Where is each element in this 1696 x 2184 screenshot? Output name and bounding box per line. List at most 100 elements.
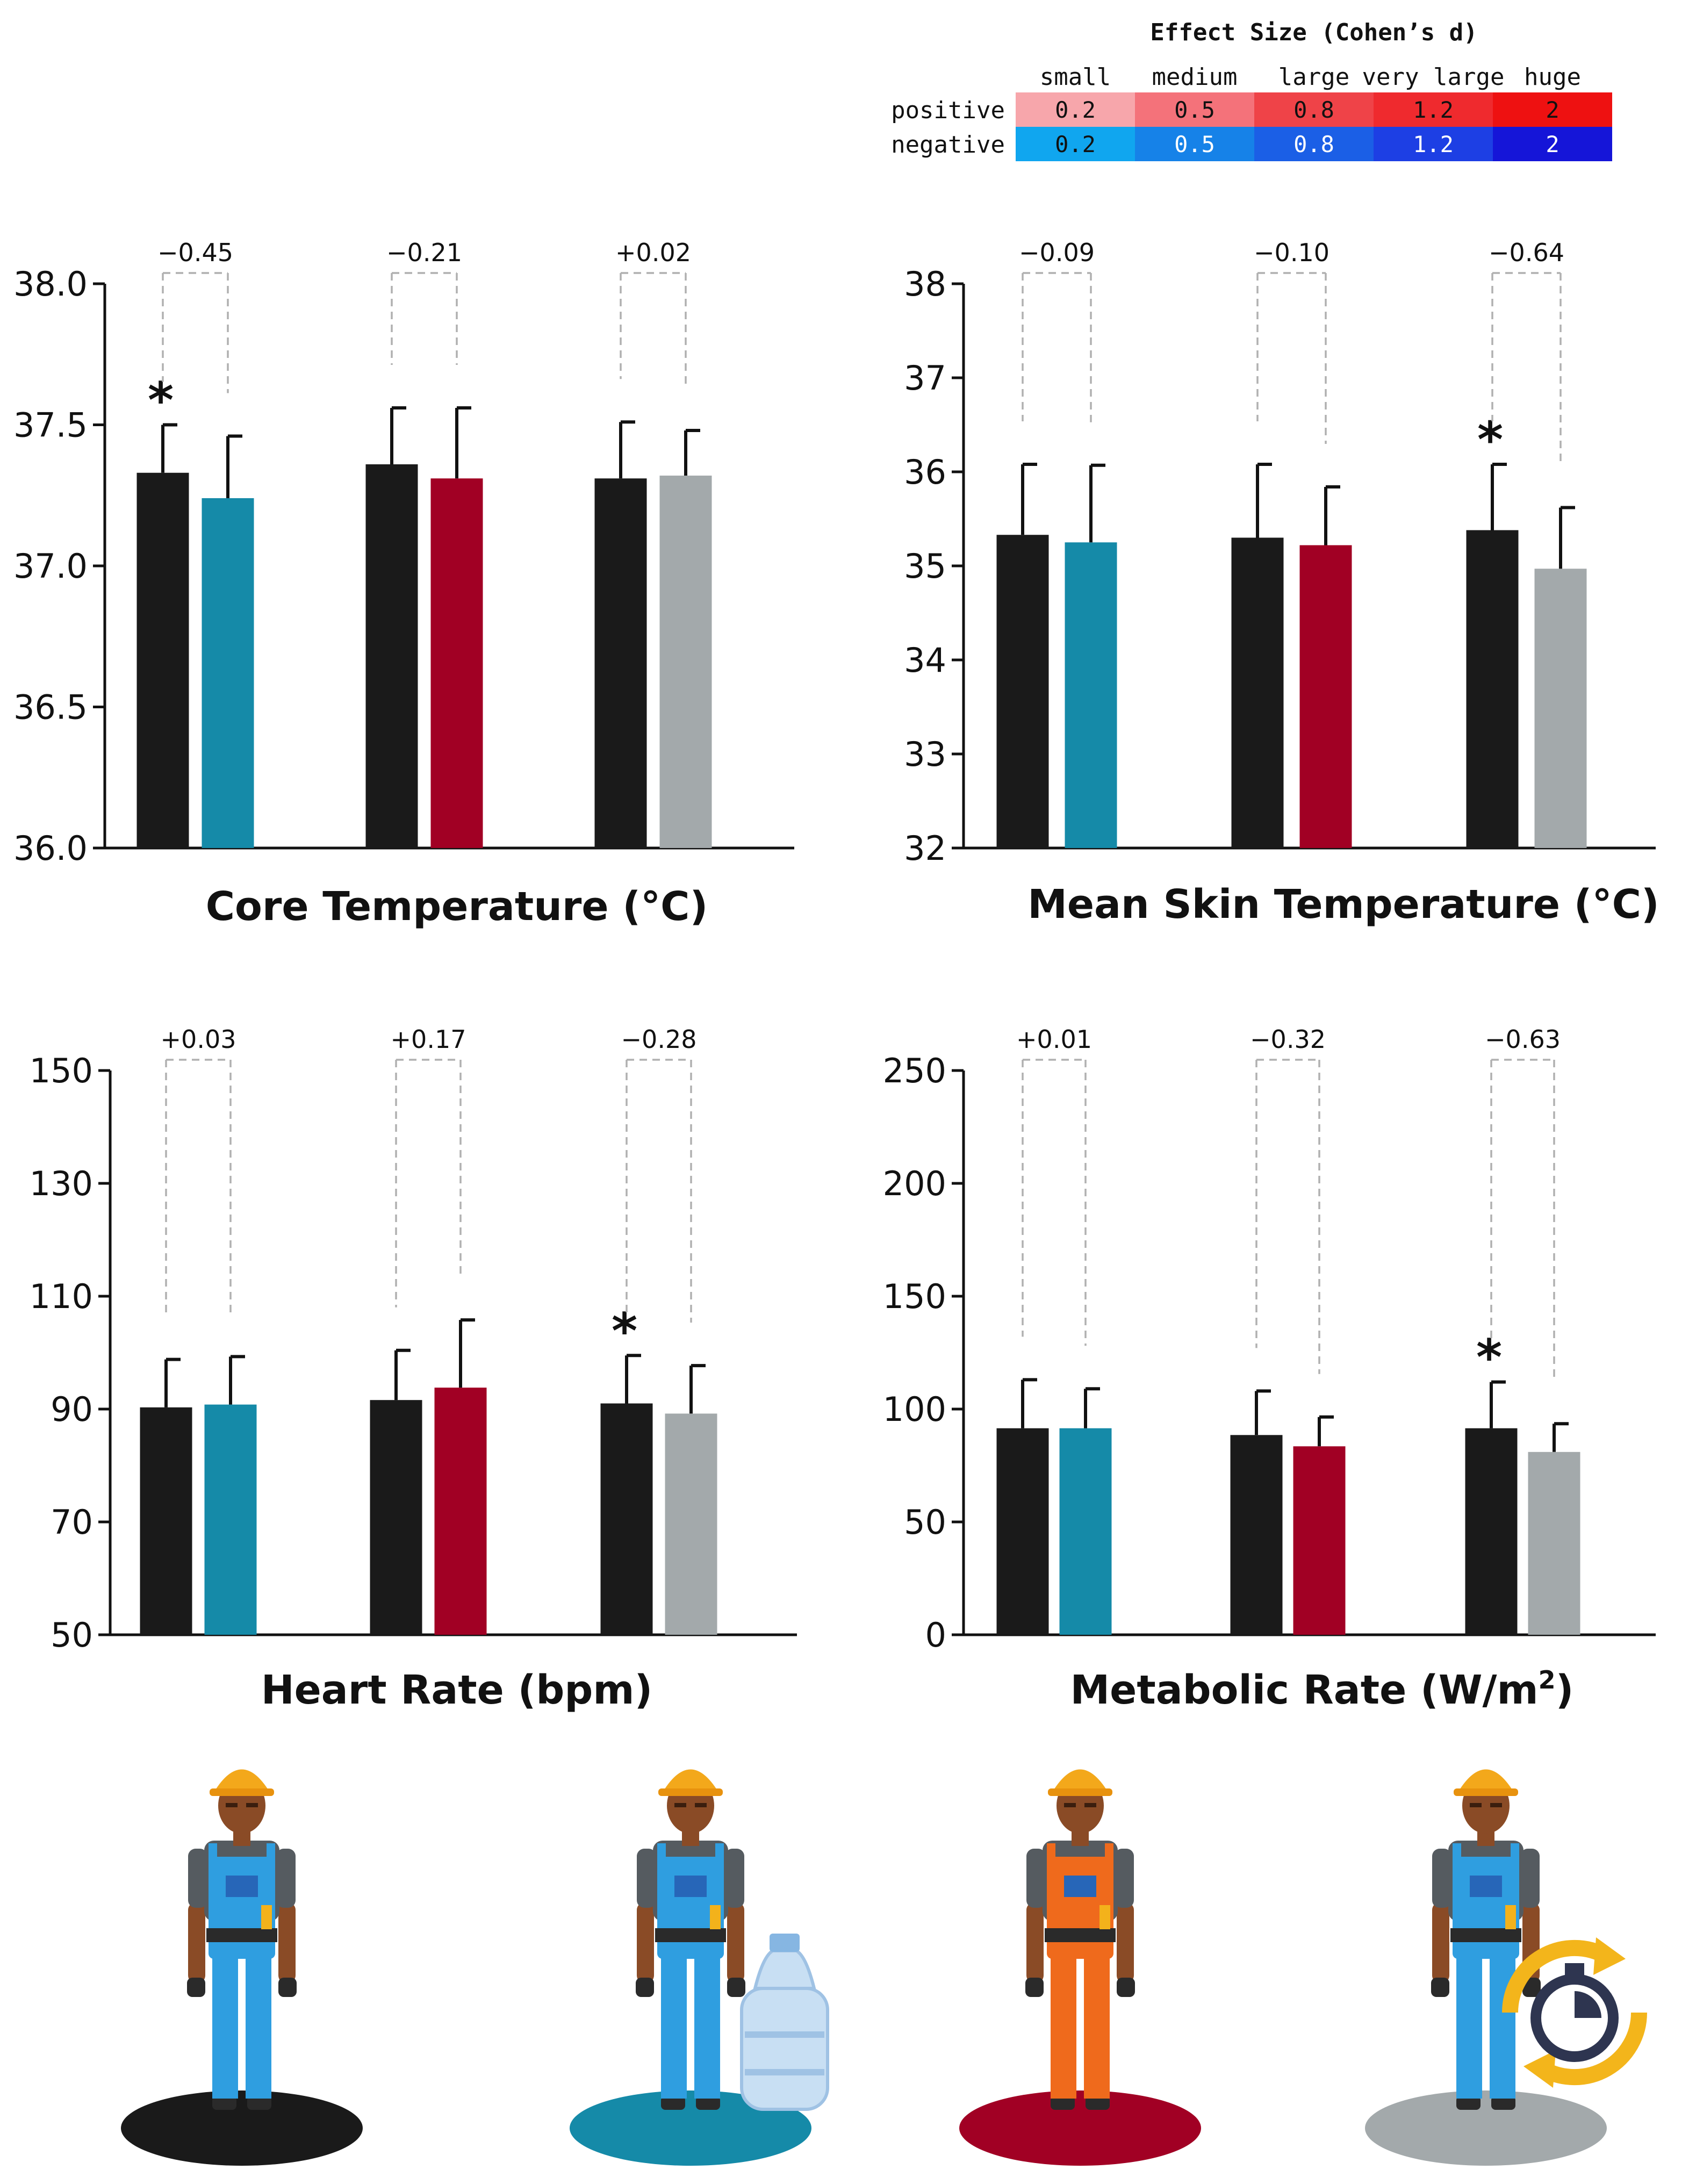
glove (1025, 1978, 1044, 1997)
legend-swatch-value: 0.8 (1293, 97, 1334, 123)
y-tick-label: 50 (51, 1615, 93, 1655)
arm (188, 1902, 205, 1983)
chart-title-text: Heart Rate (bpm) (261, 1667, 653, 1713)
bar (202, 498, 254, 848)
bar (1231, 537, 1284, 848)
sleeve (1432, 1849, 1451, 1908)
chart-panel: 0 50 100 150 200 250 Metabolic Rate (W/m2) +0.0… (883, 1025, 1656, 1713)
glove (1117, 1978, 1135, 1997)
eye (1490, 1803, 1502, 1807)
boot (696, 2096, 720, 2110)
bar (140, 1407, 192, 1635)
glove (278, 1978, 297, 1997)
boot (1491, 2096, 1515, 2110)
effect-size-label: −0.28 (621, 1025, 697, 1054)
y-tick-label: 36.5 (13, 688, 88, 727)
legend-size-label: medium (1152, 63, 1238, 91)
chart-title-text: Metabolic Rate (W/m (1070, 1667, 1539, 1713)
worker-water (570, 1769, 829, 2166)
effect-size-label: +0.03 (161, 1025, 236, 1054)
hard-hat-icon (663, 1769, 718, 1792)
legend-swatch-value: 0.2 (1055, 131, 1096, 157)
y-tick-label: 37.5 (13, 406, 88, 445)
legend-row-label: negative (891, 131, 1005, 159)
hard-hat-brim (210, 1788, 274, 1796)
eye (226, 1803, 238, 1807)
charts: 36.0 36.5 37.0 37.5 38.0 Core Temperature (°C… (13, 238, 1659, 1713)
eye (1470, 1803, 1482, 1807)
chart-title: Core Temperature (°C) (206, 883, 708, 930)
tool-belt (655, 1928, 726, 1942)
hard-hat-icon (214, 1769, 270, 1792)
leg (661, 1945, 687, 2099)
leg (1490, 1945, 1515, 2099)
y-tick-label: 32 (904, 829, 946, 868)
ground-shadow (1365, 2090, 1607, 2166)
glove (727, 1978, 745, 1997)
strap (657, 1843, 666, 1865)
y-tick-label: 130 (30, 1164, 93, 1203)
legend-size-label: very large (1362, 63, 1505, 91)
boot (1086, 2096, 1110, 2110)
y-tick-label: 37 (904, 358, 946, 398)
chest-pocket (1064, 1876, 1096, 1897)
water-jug-ridge (745, 2031, 824, 2038)
worker-baseline (121, 1769, 363, 2166)
stopwatch-hand (1575, 1991, 1601, 2018)
strap (209, 1843, 217, 1865)
sleeve (188, 1849, 207, 1908)
bar (600, 1403, 653, 1635)
y-tick-label: 110 (30, 1277, 93, 1316)
water-jug-ridge (745, 2069, 824, 2075)
sleeve (637, 1849, 656, 1908)
significance-marker: * (1476, 1329, 1502, 1386)
bar (1299, 545, 1352, 848)
ground-shadow (570, 2090, 811, 2166)
ground-shadow (959, 2090, 1201, 2166)
legend-size-label: large (1278, 63, 1349, 91)
y-tick-label: 37.0 (13, 547, 88, 586)
significance-marker: * (612, 1302, 637, 1360)
legend-swatch-value: 2 (1546, 131, 1559, 157)
legend-swatch (1493, 92, 1612, 127)
eye (246, 1803, 258, 1807)
chart-title: Mean Skin Temperature (°C) (1027, 881, 1659, 928)
legend-swatch (1016, 127, 1135, 161)
eye (695, 1803, 707, 1807)
legend-swatch (1254, 92, 1374, 127)
bar (1465, 1428, 1518, 1635)
sleeve (1026, 1849, 1046, 1908)
chart-panel: 50 70 90 110 130 150 Heart Rate (bpm) +0.03 +0.1… (30, 1025, 797, 1713)
eye (1084, 1803, 1096, 1807)
effect-size-label: +0.01 (1016, 1025, 1092, 1054)
y-tick-label: 36 (904, 452, 946, 492)
bar (1534, 569, 1587, 848)
y-tick-label: 36.0 (13, 829, 88, 868)
boot (212, 2096, 236, 2110)
y-tick-label: 150 (30, 1051, 93, 1090)
y-tick-label: 34 (904, 641, 946, 680)
hard-hat-icon (1458, 1769, 1514, 1792)
glove (1431, 1978, 1449, 1997)
y-tick-label: 0 (925, 1615, 946, 1655)
y-tick-label: 250 (883, 1051, 946, 1090)
leg (1456, 1945, 1482, 2099)
bar (136, 472, 189, 848)
chart-title: Metabolic Rate (W/m2) (1070, 1665, 1574, 1713)
leg (1051, 1945, 1076, 2099)
y-tick-label: 200 (883, 1164, 946, 1203)
effect-size-label: −0.63 (1485, 1025, 1561, 1054)
bar (1230, 1435, 1283, 1635)
effect-size-label: −0.64 (1489, 238, 1564, 267)
bar (1293, 1446, 1346, 1635)
effect-size-label: −0.10 (1254, 238, 1330, 267)
legend-swatch (1374, 92, 1493, 127)
leg (694, 1945, 720, 2099)
bar (659, 476, 712, 848)
hard-hat-brim (1454, 1788, 1518, 1796)
legend-title: Effect Size (Cohen’s d) (1150, 19, 1477, 46)
refresh-arrowhead (1523, 2050, 1556, 2088)
eye (1064, 1803, 1076, 1807)
legend-swatch-value: 1.2 (1413, 97, 1454, 123)
